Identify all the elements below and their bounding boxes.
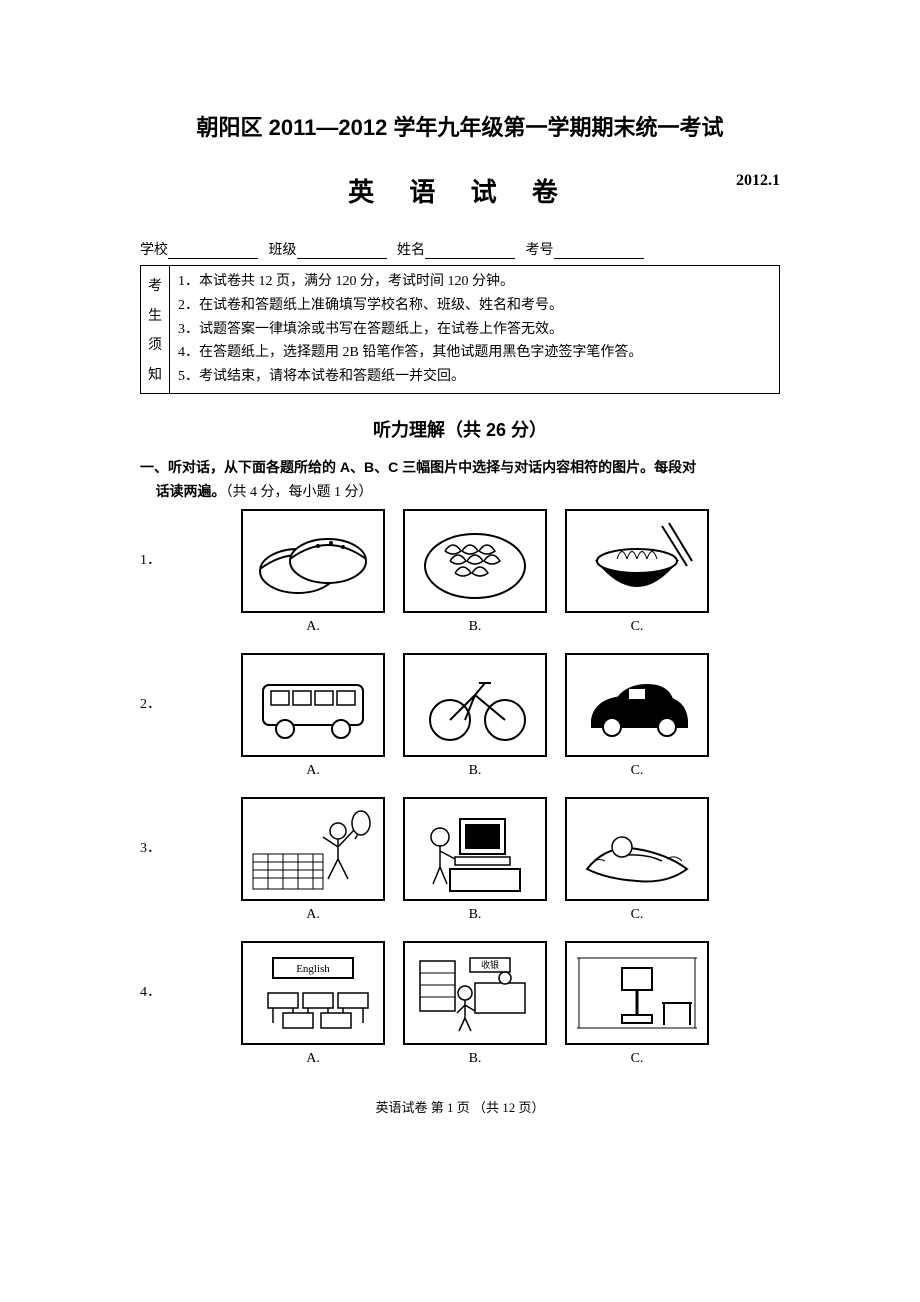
examno-label: 考号	[526, 243, 554, 258]
q2-options: A. B.	[170, 653, 780, 779]
question-4: 4． English A.	[140, 941, 780, 1067]
notice-side: 考 生 须 知	[141, 266, 170, 393]
notice-box: 考 生 须 知 1．本试卷共 12 页，满分 120 分，考试时间 120 分钟…	[140, 265, 780, 394]
q1-options: A.	[170, 509, 780, 635]
notice-item-1: 1．本试卷共 12 页，满分 120 分，考试时间 120 分钟。	[178, 270, 642, 294]
q1-label-c: C.	[631, 619, 644, 635]
q3-opt-b: B.	[403, 797, 547, 923]
noodles-icon	[565, 509, 709, 613]
main-title: 朝阳区 2011—2012 学年九年级第一学期期末统一考试	[140, 110, 780, 142]
notice-content: 1．本试卷共 12 页，满分 120 分，考试时间 120 分钟。 2．在试卷和…	[170, 266, 650, 393]
q3-label-c: C.	[631, 907, 644, 923]
q2-label-a: A.	[306, 763, 320, 779]
part1-intro: 一、听对话，从下面各题所给的 A、B、C 三幅图片中选择与对话内容相符的图片。每…	[140, 456, 780, 505]
question-3: 3． A.	[140, 797, 780, 923]
q3-label-a: A.	[306, 907, 320, 923]
q2-num: 2．	[140, 653, 170, 713]
q1-opt-a: A.	[241, 509, 385, 635]
notice-char-4: 知	[148, 364, 162, 384]
notice-char-1: 考	[148, 275, 162, 295]
q4-options: English A. 收银	[170, 941, 780, 1067]
q2-label-b: B.	[469, 763, 482, 779]
class-blank[interactable]	[297, 244, 387, 259]
intro-line-b: 话读两遍。	[156, 483, 226, 499]
notice-char-2: 生	[148, 305, 162, 325]
notice-item-4: 4．在答题纸上，选择题用 2B 铅笔作答，其他试题用黑色字迹签字笔作答。	[178, 341, 642, 365]
gym-icon	[565, 941, 709, 1045]
class-label: 班级	[269, 243, 297, 258]
examno-blank[interactable]	[554, 244, 644, 259]
subtitle-row: 英 语 试 卷 2012.1	[140, 172, 780, 209]
classroom-icon: English	[241, 941, 385, 1045]
notice-item-5: 5．考试结束，请将本试卷和答题纸一并交回。	[178, 365, 642, 389]
bus-icon	[241, 653, 385, 757]
sub-title: 英 语 试 卷	[348, 172, 572, 209]
notice-item-3: 3．试题答案一律填涂或书写在答题纸上，在试卷上作答无效。	[178, 318, 642, 342]
q4-opt-a: English A.	[241, 941, 385, 1067]
exam-date: 2012.1	[736, 172, 780, 190]
q3-opt-a: A.	[241, 797, 385, 923]
q3-opt-c: C.	[565, 797, 709, 923]
q1-opt-c: C.	[565, 509, 709, 635]
q4-label-c: C.	[631, 1051, 644, 1067]
q2-opt-c: C.	[565, 653, 709, 779]
q4-label-a: A.	[306, 1051, 320, 1067]
q3-options: A. B.	[170, 797, 780, 923]
question-2: 2． A.	[140, 653, 780, 779]
hamburger-icon	[241, 509, 385, 613]
info-line: 学校 班级 姓名 考号	[140, 239, 780, 259]
intro-sub: （共 4 分，每小题 1 分）	[226, 485, 373, 500]
q4-opt-b: 收银 B.	[403, 941, 547, 1067]
q4-num: 4．	[140, 941, 170, 1001]
q1-opt-b: B.	[403, 509, 547, 635]
q1-label-a: A.	[306, 619, 320, 635]
page-footer: 英语试卷 第 1 页 （共 12 页）	[140, 1097, 780, 1116]
name-label: 姓名	[397, 243, 425, 258]
sleeping-icon	[565, 797, 709, 901]
q2-opt-b: B.	[403, 653, 547, 779]
q2-label-c: C.	[631, 763, 644, 779]
q3-num: 3．	[140, 797, 170, 857]
q4-label-b: B.	[469, 1051, 482, 1067]
intro-line-a: 一、听对话，从下面各题所给的 A、B、C 三幅图片中选择与对话内容相符的图片。每…	[140, 459, 696, 475]
notice-char-3: 须	[148, 334, 162, 354]
shop-icon: 收银	[403, 941, 547, 1045]
svg-text:收银: 收银	[481, 959, 499, 970]
q1-label-b: B.	[469, 619, 482, 635]
school-blank[interactable]	[168, 244, 258, 259]
q4-opt-c: C.	[565, 941, 709, 1067]
school-label: 学校	[140, 243, 168, 258]
q1-num: 1．	[140, 509, 170, 569]
dumplings-icon	[403, 509, 547, 613]
q3-label-b: B.	[469, 907, 482, 923]
name-blank[interactable]	[425, 244, 515, 259]
q2-opt-a: A.	[241, 653, 385, 779]
bicycle-icon	[403, 653, 547, 757]
svg-text:English: English	[296, 963, 330, 975]
listening-heading: 听力理解（共 26 分）	[140, 416, 780, 442]
exam-page: 朝阳区 2011—2012 学年九年级第一学期期末统一考试 英 语 试 卷 20…	[0, 0, 920, 1176]
question-1: 1． A.	[140, 509, 780, 635]
car-icon	[565, 653, 709, 757]
notice-item-2: 2．在试卷和答题纸上准确填写学校名称、班级、姓名和考号。	[178, 294, 642, 318]
tennis-icon	[241, 797, 385, 901]
computer-icon	[403, 797, 547, 901]
